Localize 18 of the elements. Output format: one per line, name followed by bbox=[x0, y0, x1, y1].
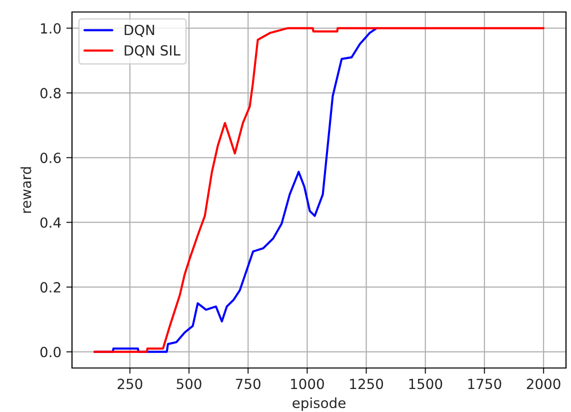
legend-label: DQN bbox=[124, 24, 154, 37]
y-axis-title: reward bbox=[20, 167, 32, 213]
y-tick-label: 0.4 bbox=[40, 217, 61, 228]
legend-label: DQN SIL bbox=[124, 45, 180, 58]
y-tick-label: 0.2 bbox=[40, 282, 60, 293]
x-tick-label: 1250 bbox=[350, 378, 384, 390]
y-tick-label: 0.6 bbox=[40, 152, 61, 164]
x-tick-label: 250 bbox=[118, 378, 142, 390]
x-tick-label: 1750 bbox=[468, 378, 502, 390]
x-tick-label: 750 bbox=[236, 378, 260, 390]
y-tick-label: 0.8 bbox=[40, 88, 61, 98]
x-tick-label: 2000 bbox=[526, 378, 560, 390]
x-axis-title: episode bbox=[292, 397, 346, 411]
y-tick-label: 1.0 bbox=[41, 23, 61, 34]
x-tick-label: 1500 bbox=[409, 378, 442, 390]
x-tick-label: 500 bbox=[176, 378, 202, 390]
x-tick-label: 1000 bbox=[291, 378, 324, 390]
y-tick-label: 0.0 bbox=[40, 346, 61, 358]
